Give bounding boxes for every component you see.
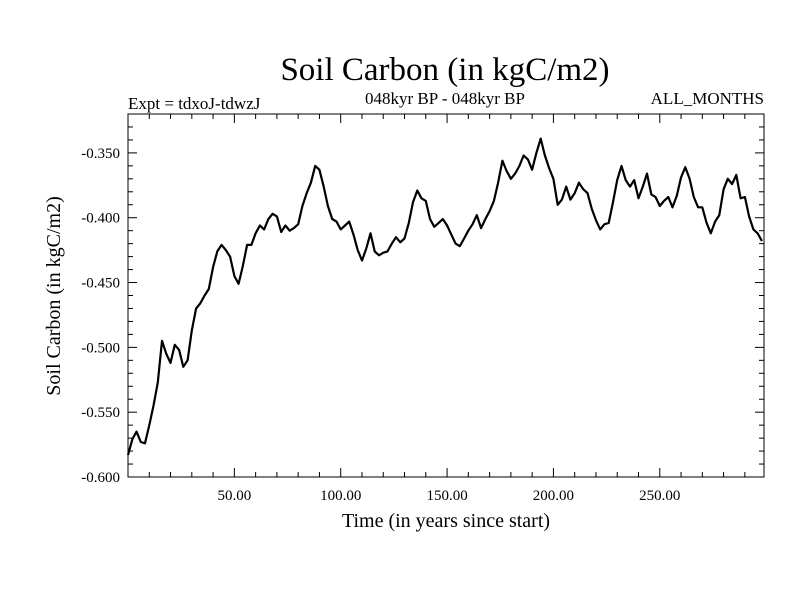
y-tick-labels: -0.600 -0.550 -0.500 -0.450 -0.400 -0.350 bbox=[81, 146, 120, 486]
plot-frame bbox=[127, 113, 765, 478]
y-tick-label: -0.450 bbox=[81, 276, 120, 292]
months-label: ALL_MONTHS bbox=[651, 89, 764, 108]
y-tick-label: -0.550 bbox=[81, 405, 120, 421]
expt-label: Expt = tdxoJ-tdwzJ bbox=[128, 94, 261, 113]
soil-carbon-series-line bbox=[126, 137, 763, 456]
x-axis-label: Time (in years since start) bbox=[342, 510, 550, 532]
x-tick-label: 100.00 bbox=[320, 488, 361, 504]
chart-subtitle: 048kyr BP - 048kyr BP bbox=[365, 89, 525, 108]
x-tick-label: 200.00 bbox=[533, 488, 574, 504]
x-tick-labels: 50.00 100.00 150.00 200.00 250.00 bbox=[217, 488, 680, 504]
x-tick-label: 250.00 bbox=[639, 488, 680, 504]
y-tick-label: -0.350 bbox=[81, 146, 120, 162]
axis-ticks bbox=[128, 113, 764, 478]
x-tick-label: 150.00 bbox=[426, 488, 467, 504]
y-axis-label: Soil Carbon (in kgC/m2) bbox=[43, 196, 65, 395]
chart-title: Soil Carbon (in kgC/m2) bbox=[280, 52, 609, 88]
y-tick-label: -0.600 bbox=[81, 470, 120, 486]
y-tick-label: -0.400 bbox=[81, 211, 120, 227]
x-tick-label: 50.00 bbox=[217, 488, 251, 504]
y-tick-label: -0.500 bbox=[81, 340, 120, 356]
